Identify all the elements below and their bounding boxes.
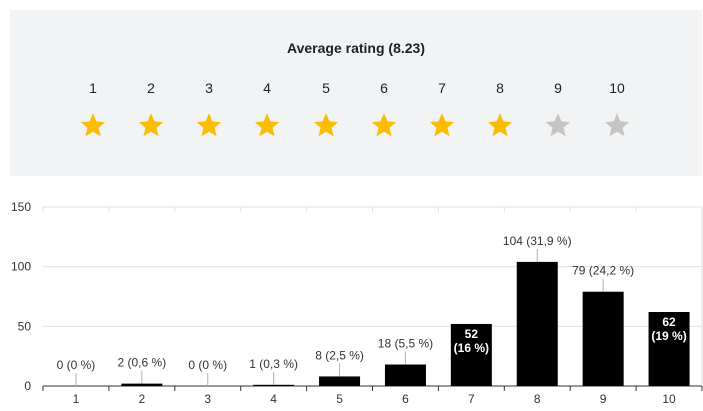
data-label: 52 (16 %): [454, 327, 489, 355]
star-filled-icon: [313, 113, 339, 137]
x-tick-label: 3: [204, 392, 211, 406]
star-filled-icon: [487, 113, 513, 137]
star-filled-icon: [196, 113, 222, 137]
star-number: 6: [380, 80, 388, 96]
star-item-8: 8: [480, 78, 520, 138]
y-tick-label: 150: [11, 200, 31, 214]
x-tick-label: 2: [139, 392, 146, 406]
average-rating-title: Average rating (8.23): [287, 40, 425, 56]
data-label: 62 (19 %): [651, 315, 686, 343]
star-number: 5: [322, 80, 330, 96]
bar-10: [648, 312, 690, 386]
y-tick-label: 50: [18, 319, 32, 333]
star-item-6: 6: [364, 78, 404, 138]
data-label: 8 (2,5 %): [315, 348, 364, 362]
data-label: 104 (31,9 %): [503, 234, 572, 248]
star-number: 1: [89, 80, 97, 96]
x-tick-label: 8: [534, 392, 541, 406]
bar-2: [121, 383, 163, 386]
bar-7: [450, 323, 492, 386]
data-label: 0 (0 %): [57, 358, 96, 372]
bar-5: [319, 376, 361, 386]
data-label: 2 (0,6 %): [118, 356, 167, 370]
y-tick-label: 0: [24, 379, 31, 393]
x-tick-label: 1: [73, 392, 80, 406]
x-tick-label: 6: [402, 392, 409, 406]
star-filled-icon: [80, 113, 106, 137]
rating-distribution-chart: 0 50 100 150 1 0 (0 %) 2 2 (0,6 %) 3 0 (0 %) 4 1 (0…: [11, 200, 703, 406]
star-filled-icon: [371, 113, 397, 137]
bar-4: [253, 384, 295, 386]
data-label: 18 (5,5 %): [378, 337, 433, 351]
star-number: 10: [609, 80, 625, 96]
star-item-10: 10: [597, 78, 637, 138]
bar-6: [384, 364, 426, 386]
bar-8: [516, 261, 558, 386]
star-item-1: 1: [73, 78, 113, 138]
star-item-4: 4: [247, 78, 287, 138]
star-item-7: 7: [422, 78, 462, 138]
star-item-2: 2: [131, 78, 171, 138]
star-item-9: 9: [538, 78, 578, 138]
star-number: 7: [438, 80, 446, 96]
data-label: 1 (0,3 %): [249, 357, 298, 371]
bar-9: [582, 291, 624, 386]
x-tick-label: 9: [600, 392, 607, 406]
star-item-3: 3: [189, 78, 229, 138]
rating-panel: Average rating (8.23) 1 2 3 4 5 6 7 8 9 10: [10, 10, 702, 176]
y-tick-label: 100: [11, 260, 31, 274]
star-number: 9: [554, 80, 562, 96]
star-filled-icon: [254, 113, 280, 137]
star-number: 4: [263, 80, 271, 96]
x-tick-label: 5: [336, 392, 343, 406]
x-tick-label: 4: [270, 392, 277, 406]
star-number: 2: [147, 80, 155, 96]
star-number: 3: [205, 80, 213, 96]
data-label: 79 (24,2 %): [572, 264, 634, 278]
star-empty-icon: [545, 113, 571, 137]
data-label: 0 (0 %): [188, 358, 227, 372]
x-tick-label: 7: [468, 392, 475, 406]
star-filled-icon: [429, 113, 455, 137]
x-tick-label: 10: [662, 392, 676, 406]
star-number: 8: [496, 80, 504, 96]
star-item-5: 5: [306, 78, 346, 138]
star-empty-icon: [604, 113, 630, 137]
star-filled-icon: [138, 113, 164, 137]
